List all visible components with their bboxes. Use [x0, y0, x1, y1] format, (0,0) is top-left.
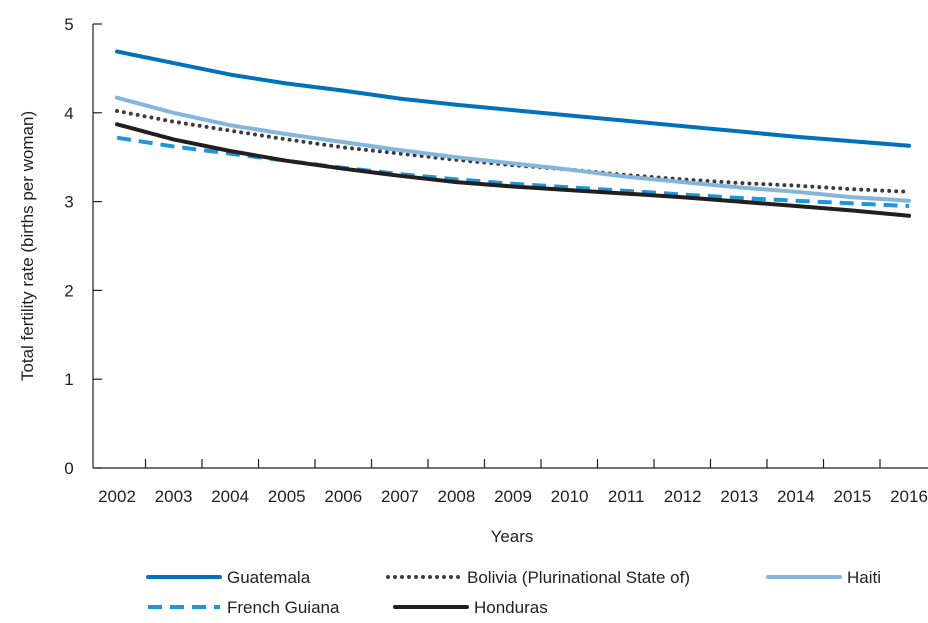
x-tick-label: 2014 — [777, 487, 815, 506]
y-tick-label: 1 — [64, 370, 73, 389]
series-line-haiti — [115, 95, 911, 203]
series-line-french-guiana — [116, 135, 910, 208]
y-tick-label: 5 — [64, 15, 73, 34]
axes: 0 1 2 3 4 5 2002 2003 2004 2005 2006 2007 2008 2009 20… — [64, 15, 928, 506]
legend-label: Honduras — [474, 598, 548, 617]
y-axis-title: Total fertility rate (births per woman) — [18, 111, 37, 381]
x-tick-label: 2011 — [608, 487, 645, 506]
x-tick-label: 2010 — [551, 487, 589, 506]
y-tick-label: 4 — [64, 104, 73, 123]
x-tick-label: 2015 — [834, 487, 872, 506]
x-tick-label: 2003 — [155, 487, 193, 506]
x-tick-label: 2005 — [268, 487, 306, 506]
x-tick-label: 2008 — [438, 487, 476, 506]
y-tick-label: 2 — [64, 281, 73, 300]
legend-label: Haiti — [847, 568, 881, 587]
x-tick-label: 2006 — [324, 487, 362, 506]
y-tick-label: 3 — [64, 193, 73, 212]
x-tick-label: 2009 — [494, 487, 532, 506]
legend: Guatemala Bolivia (Plurinational State of… — [146, 568, 881, 617]
legend-label: Guatemala — [227, 568, 311, 587]
x-tick-label: 2002 — [98, 487, 136, 506]
x-tick-label: 2013 — [720, 487, 758, 506]
legend-label: Bolivia (Plurinational State of) — [467, 568, 690, 587]
series-line-honduras — [115, 122, 911, 218]
legend-label: French Guiana — [227, 598, 340, 617]
series-line-guatemala — [115, 49, 911, 148]
series-layer — [115, 49, 911, 218]
x-tick-label: 2016 — [890, 487, 928, 506]
x-tick-label: 2007 — [381, 487, 419, 506]
x-axis-title: Years — [491, 527, 534, 546]
x-tick-label: 2004 — [211, 487, 249, 506]
y-tick-label: 0 — [64, 459, 73, 478]
x-tick-label: 2012 — [664, 487, 702, 506]
